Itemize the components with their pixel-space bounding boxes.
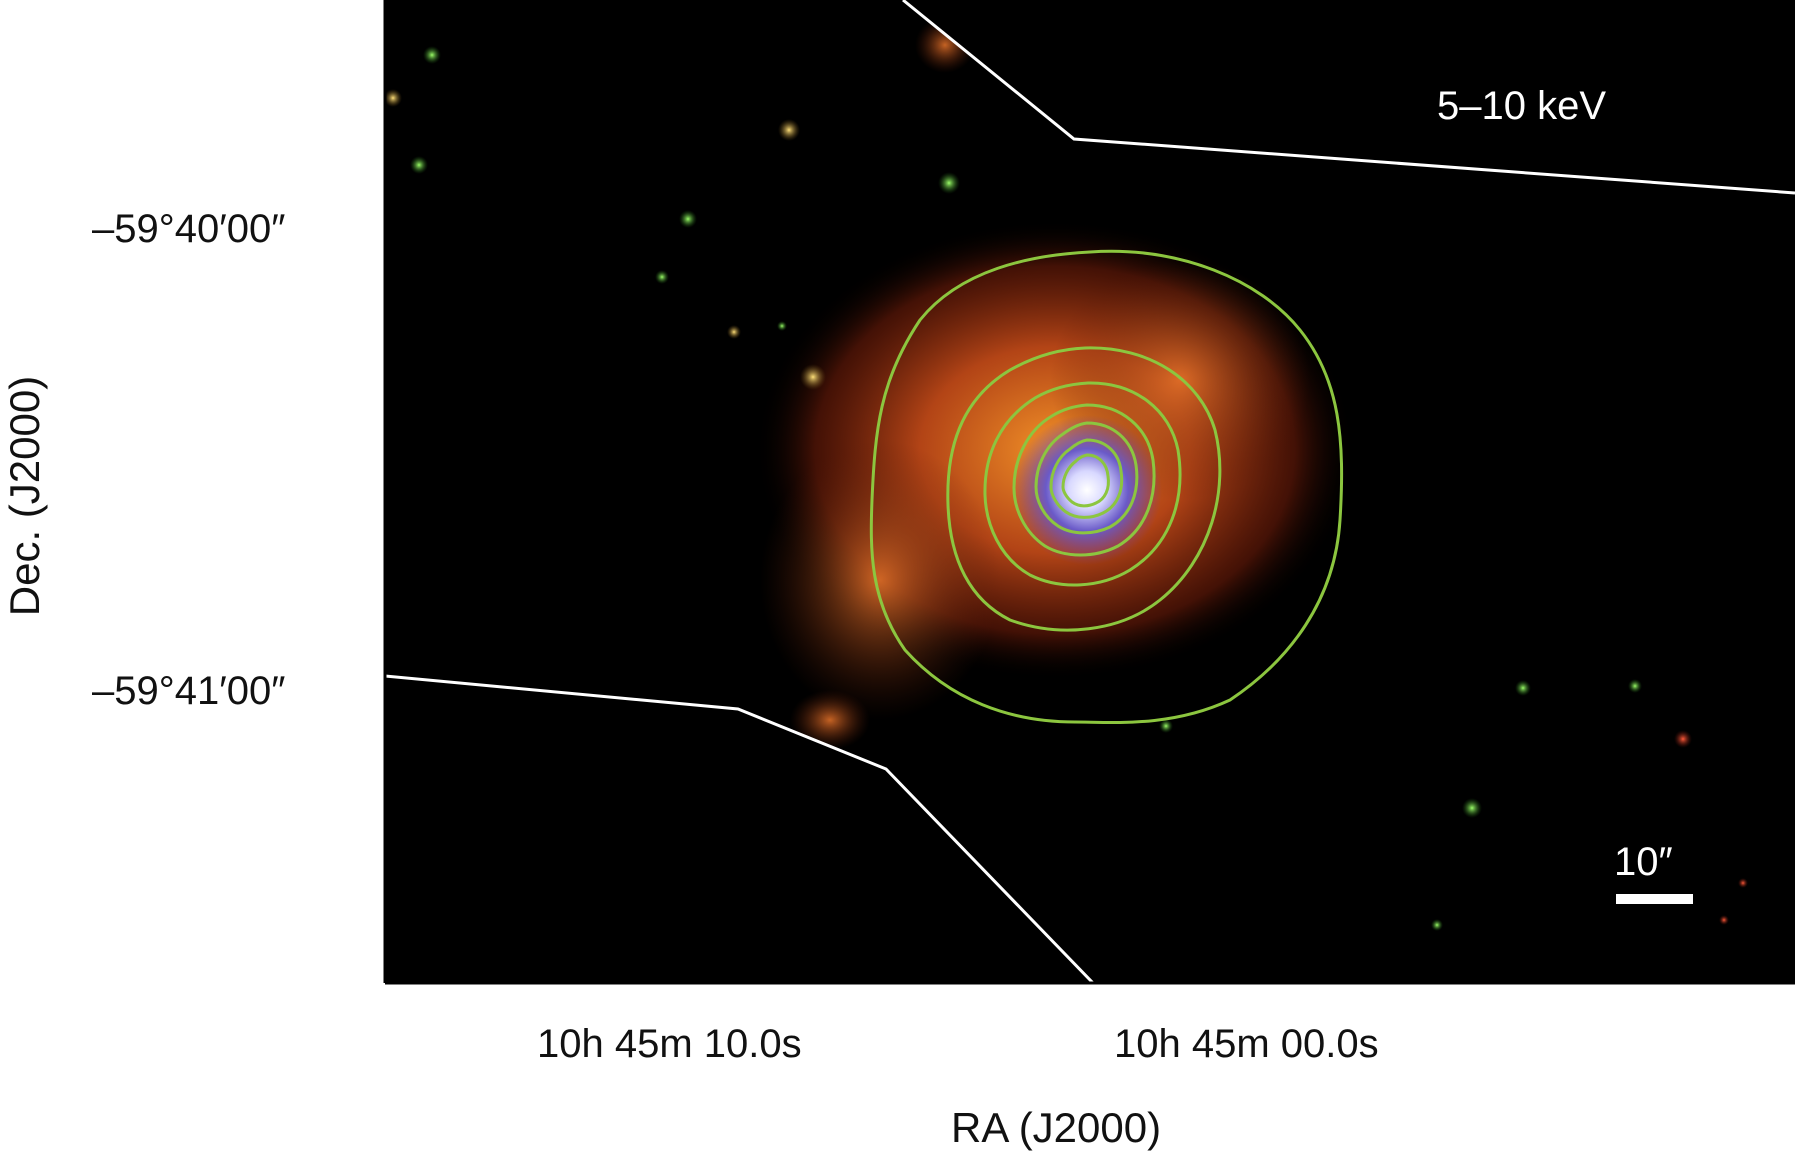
field-boundary-bottom [385,674,1095,983]
field-boundary-top [902,0,1795,195]
point-source [1719,915,1729,925]
contour-level-4 [1012,403,1156,557]
point-source [410,156,428,174]
point-source [938,172,960,194]
contour-level-5 [1034,421,1139,535]
ra-tick-label: 10h 45m 10.0s [537,1022,802,1066]
point-source [800,364,826,390]
masked-region-bottom [385,676,1093,983]
point-source [777,321,787,331]
point-source [1159,719,1173,733]
dec-tick-label: –59°40′00″ [92,207,286,251]
contour-level-3 [983,381,1182,587]
point-source [679,210,697,228]
point-source [1431,919,1443,931]
nebula-lobe-left [760,440,1000,720]
y-axis-title: Dec. (J2000) [1,375,49,617]
bottom-emission-knot [790,690,870,750]
point-source [778,119,800,141]
bright-core [1012,415,1162,565]
contour-level-7 [1061,453,1110,508]
masked-region-top [903,0,1795,193]
point-source [1462,798,1482,818]
point-sources [385,46,1748,931]
scale-bar [1616,894,1693,904]
point-source [1738,878,1748,888]
point-source [655,270,669,284]
dec-ticks [385,37,404,965]
intensity-contours [869,249,1344,725]
contour-level-1 [869,249,1344,725]
contour-level-6 [1049,438,1124,519]
ra-ticks [423,964,1761,983]
ra-tick-label: 10h 45m 00.0s [1114,1022,1379,1066]
point-source [1628,679,1642,693]
energy-band-label: 5–10 keV [1437,84,1607,128]
x-axis-title: RA (J2000) [951,1104,1162,1151]
point-source [1515,680,1531,696]
contour-level-2 [946,346,1222,632]
point-source [1674,730,1692,748]
point-source [727,325,741,339]
scale-bar-label: 10″ [1614,840,1673,884]
point-source [385,89,402,107]
point-source [423,46,441,64]
dec-tick-label: –59°41′00″ [92,669,286,713]
